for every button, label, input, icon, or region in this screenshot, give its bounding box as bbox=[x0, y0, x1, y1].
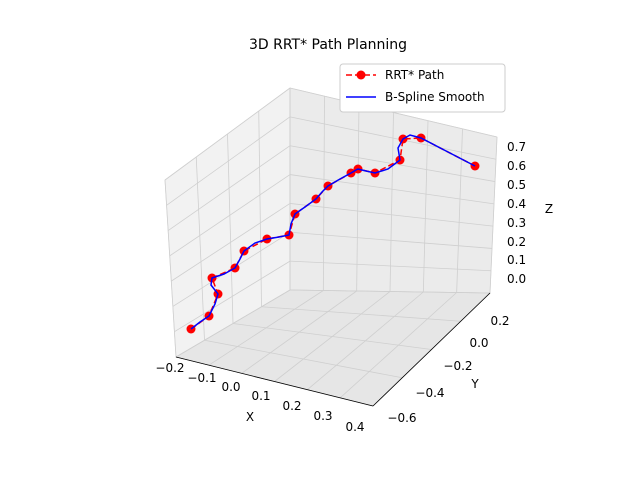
x-axis-label: X bbox=[246, 410, 254, 424]
z-tick-label: 0.4 bbox=[507, 197, 526, 211]
y-tick-label: −0.4 bbox=[415, 386, 444, 400]
z-tick-label: 0.1 bbox=[507, 253, 526, 267]
series-layer bbox=[186, 133, 480, 334]
chart-title: 3D RRT* Path Planning bbox=[249, 37, 407, 53]
leftwall-grid-y bbox=[258, 110, 262, 307]
leftwall-grid-z bbox=[175, 289, 291, 358]
x-tick-label: −0.2 bbox=[155, 361, 184, 375]
floor-grid-y bbox=[261, 306, 461, 322]
leftwall-grid-z bbox=[171, 203, 291, 282]
x-tick-label: 0.2 bbox=[282, 399, 301, 413]
backwall-grid-z bbox=[289, 116, 497, 160]
backwall-grid-x bbox=[356, 104, 360, 292]
legend-spline-label: B-Spline Smooth bbox=[385, 90, 485, 104]
y-tick-label: 0.2 bbox=[490, 314, 509, 328]
leftwall-grid-y bbox=[164, 179, 177, 358]
backwall-grid-z bbox=[289, 174, 495, 205]
y-tick-label: 0.0 bbox=[469, 336, 488, 350]
backwall-grid-z bbox=[289, 260, 492, 272]
z-tick-label: 0.0 bbox=[507, 272, 526, 286]
backwall-grid-x bbox=[422, 120, 429, 293]
y-tick-label: −0.6 bbox=[387, 411, 416, 425]
bspline-line bbox=[190, 134, 476, 330]
x-tick-label: 0.1 bbox=[251, 389, 270, 403]
legend-box bbox=[339, 63, 506, 113]
floor-grid-y bbox=[204, 339, 403, 379]
x-tick-label: −0.1 bbox=[187, 371, 216, 385]
y-tick-labels: −0.6 −0.4 −0.2 0.0 0.2 bbox=[387, 314, 509, 425]
leftwall-grid-y bbox=[195, 156, 205, 341]
backwall-grid-z bbox=[289, 203, 494, 227]
z-tick-label: 0.5 bbox=[507, 178, 526, 192]
backwall-grid-z bbox=[289, 231, 493, 249]
z-tick-label: 0.3 bbox=[507, 216, 526, 230]
x-tick-label: 0.3 bbox=[313, 409, 332, 423]
x-tick-labels: −0.2 −0.1 0.0 0.1 0.2 0.3 0.4 bbox=[155, 361, 364, 434]
leftwall-grid-z bbox=[164, 87, 291, 181]
x-tick-label: 0.0 bbox=[221, 380, 240, 394]
z-axis-label: Z bbox=[545, 202, 553, 216]
x-tick-label: 0.4 bbox=[345, 420, 364, 434]
backwall-grid-x bbox=[389, 112, 394, 292]
y-tick-label: −0.2 bbox=[443, 359, 472, 373]
leftwall-grid-z bbox=[174, 260, 291, 333]
z-tick-label: 0.7 bbox=[507, 140, 526, 154]
legend: RRT* Path B-Spline Smooth bbox=[339, 63, 506, 113]
backwall-grid-x bbox=[456, 128, 463, 293]
legend-rrt-label: RRT* Path bbox=[385, 68, 444, 82]
leftwall-grid-y bbox=[227, 133, 234, 324]
leftwall-grid-z bbox=[167, 145, 291, 231]
y-axis-label: Y bbox=[470, 377, 479, 391]
backwall-grid-x bbox=[489, 136, 498, 294]
backwall-grid-z bbox=[289, 289, 491, 294]
z-tick-labels: 0.0 0.1 0.2 0.3 0.4 0.5 0.6 0.7 bbox=[507, 140, 526, 286]
backwall-grid-x bbox=[322, 96, 325, 291]
legend-rrt-marker bbox=[356, 70, 366, 80]
axis-lines bbox=[175, 292, 491, 407]
floor-grid-y bbox=[232, 323, 432, 350]
leftwall-grid-z bbox=[166, 116, 291, 206]
z-tick-label: 0.2 bbox=[507, 235, 526, 249]
z-tick-label: 0.6 bbox=[507, 159, 526, 173]
leftwall-grid-z bbox=[169, 174, 291, 257]
